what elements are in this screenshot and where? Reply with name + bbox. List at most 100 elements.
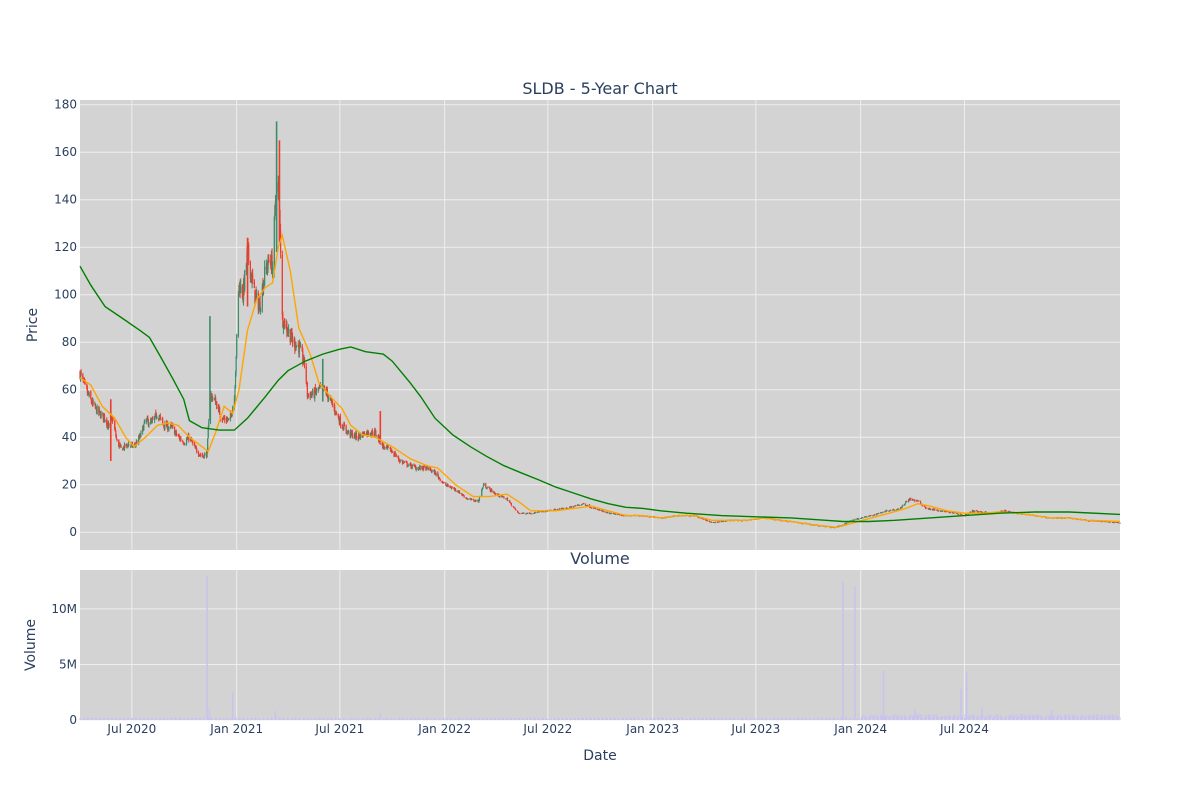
candle-body — [292, 338, 293, 344]
volume-bar — [340, 718, 341, 720]
candle-body — [172, 425, 173, 426]
candle — [711, 522, 712, 523]
volume-bar — [543, 719, 544, 720]
candle — [491, 489, 492, 493]
candle — [707, 520, 708, 521]
volume-bar — [711, 718, 712, 720]
candle-body — [591, 508, 592, 509]
candle — [240, 278, 241, 293]
candle-body — [380, 443, 381, 444]
candle-body — [192, 443, 193, 444]
candle — [344, 422, 345, 427]
volume-bar — [121, 718, 122, 720]
volume-bar — [567, 718, 568, 720]
price-y-tick-label: 0 — [69, 525, 77, 539]
volume-bar — [81, 719, 82, 720]
candle — [1119, 523, 1120, 524]
volume-bar — [523, 719, 524, 720]
volume-bar — [248, 719, 249, 720]
volume-bar — [460, 718, 461, 720]
candle — [882, 512, 883, 513]
volume-bar — [85, 718, 86, 720]
candle-body — [128, 444, 129, 445]
candle — [89, 392, 90, 398]
candle — [104, 419, 105, 422]
volume-bar — [579, 718, 580, 720]
candle-body — [471, 499, 472, 500]
candle — [219, 406, 220, 415]
candle-body — [90, 392, 91, 399]
volume-bar — [292, 718, 293, 720]
candle — [306, 363, 307, 384]
volume-bar — [731, 719, 732, 720]
candle-body — [376, 436, 377, 437]
candle-body — [723, 521, 724, 522]
candle-body — [1002, 511, 1003, 512]
volume-bar — [759, 719, 760, 720]
volume-bar — [767, 718, 768, 720]
volume-bar — [236, 719, 237, 720]
volume-bar — [795, 719, 796, 720]
price-y-tick-label: 140 — [54, 193, 77, 207]
candle-body — [846, 522, 847, 523]
candle — [416, 467, 417, 472]
volume-bar — [571, 718, 572, 720]
candle-body — [579, 505, 580, 506]
volume-bar — [519, 718, 520, 720]
candle — [156, 416, 157, 419]
candle-body — [440, 479, 441, 481]
volume-bar — [515, 718, 516, 720]
volume-bar — [93, 718, 94, 720]
candle — [87, 385, 88, 396]
candle-body — [878, 513, 879, 514]
candle-body — [942, 511, 943, 512]
candle-body — [180, 438, 181, 440]
volume-bar — [603, 718, 604, 720]
candle-body — [486, 488, 487, 489]
candle — [116, 439, 117, 442]
volume-bar — [751, 719, 752, 720]
candle — [858, 518, 859, 519]
candle — [236, 334, 237, 359]
volume-bar — [631, 718, 632, 720]
candle — [412, 464, 413, 469]
volume-bar — [488, 718, 489, 720]
candle-body — [100, 413, 101, 418]
candle-body — [611, 513, 612, 514]
volume-bar — [815, 718, 816, 720]
volume-bar — [492, 718, 493, 720]
candle-body — [96, 406, 97, 414]
volume-bar — [623, 718, 624, 720]
candle — [268, 254, 269, 263]
volume-bar — [811, 719, 812, 720]
candle — [456, 490, 457, 492]
candle — [479, 497, 480, 501]
candle — [242, 284, 243, 299]
volume-bar — [180, 718, 181, 720]
candle-body — [1114, 522, 1115, 523]
volume-bar — [807, 719, 808, 720]
candle — [583, 503, 584, 504]
candle — [436, 473, 437, 476]
candle-body — [463, 496, 464, 498]
price-y-tick-label: 120 — [54, 240, 77, 254]
candle — [180, 436, 181, 442]
candle — [503, 496, 504, 499]
candle — [719, 521, 720, 522]
volume-bar — [480, 719, 481, 720]
candle-body — [456, 491, 457, 492]
candle-body — [914, 500, 915, 502]
candle — [886, 510, 887, 511]
candle-body — [830, 527, 831, 528]
candle-body — [511, 506, 512, 507]
candle-body — [236, 335, 237, 357]
candle — [531, 513, 532, 514]
candle — [376, 435, 377, 437]
candle-body — [495, 493, 496, 494]
candle — [527, 513, 528, 514]
volume-bar — [256, 718, 257, 720]
volume-bar — [388, 718, 389, 720]
